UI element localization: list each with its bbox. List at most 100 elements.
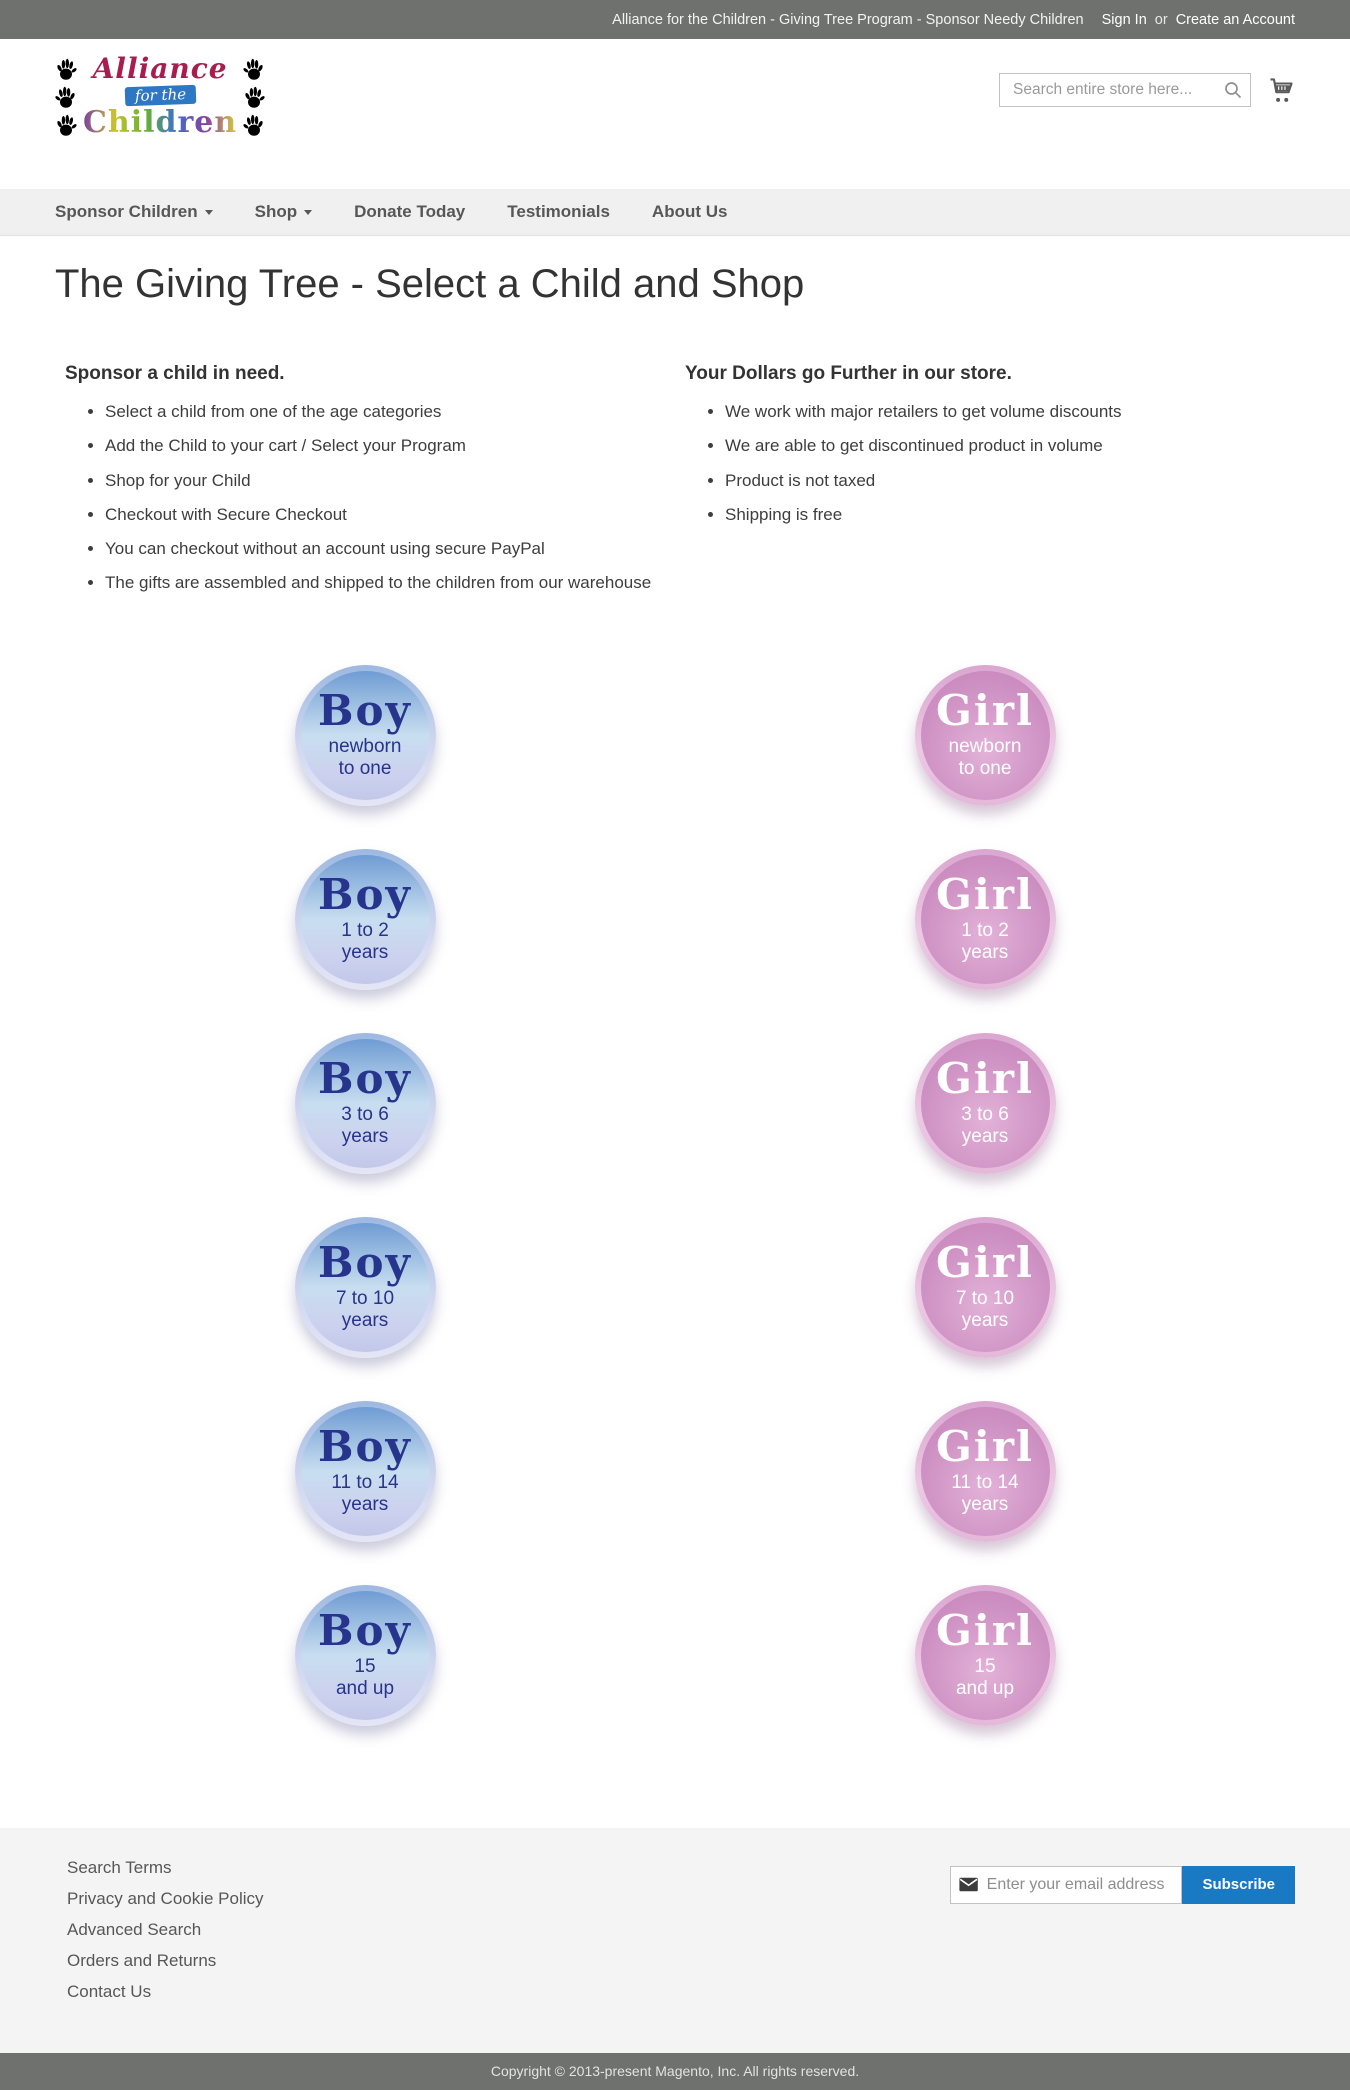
intro-left-list: Select a child from one of the age categ… [65,401,665,594]
badge-girl-3-to-6-years[interactable]: Girl 3 to 6 years [914,1032,1056,1174]
intro-right-column: Your Dollars go Further in our store. We… [675,363,1295,607]
badge-age-label: newborn to one [328,736,402,779]
subscribe-button[interactable]: Subscribe [1182,1865,1295,1904]
handprint-icon [55,113,77,137]
badge-row: Boy 15 and up Girl 15 and up [55,1584,1295,1726]
intro-right-heading: Your Dollars go Further in our store. [685,363,1012,384]
footer-link-privacy-policy[interactable]: Privacy and Cookie Policy [67,1888,264,1908]
logo-word-alliance: Alliance [92,52,228,85]
badge-word-girl: Girl [936,686,1034,736]
list-item: Shipping is free [725,504,1285,525]
footer: Search Terms Privacy and Cookie Policy A… [0,1827,1350,2053]
handprints-left [55,57,77,137]
cart-button[interactable] [1267,77,1295,104]
badge-word-boy: Boy [318,1054,412,1104]
list-item: Shop for your Child [105,470,665,491]
copyright-text: Copyright © 2013-present Magento, Inc. A… [490,2063,860,2079]
search-box [999,73,1251,107]
list-item: We work with major retailers to get volu… [725,401,1285,422]
badge-word-girl: Girl [936,1606,1034,1656]
nav-item-about-us[interactable]: About Us [651,202,728,221]
list-item: Checkout with Secure Checkout [105,504,665,525]
handprint-icon [243,113,265,137]
badge-age-label: 3 to 6 years [341,1104,389,1147]
create-account-link[interactable]: Create an Account [1175,11,1295,28]
badge-word-boy: Boy [318,1606,412,1656]
list-item: We are able to get discontinued product … [725,435,1285,456]
chevron-down-icon [304,209,313,215]
badge-age-label: 11 to 14 years [331,1472,399,1515]
cart-icon [1270,77,1293,102]
badge-row: Boy 7 to 10 years Girl 7 to 10 years [55,1216,1295,1358]
badge-boy-7-to-10-years[interactable]: Boy 7 to 10 years [294,1216,436,1358]
main-content: The Giving Tree - Select a Child and Sho… [35,262,1315,1726]
page-title: The Giving Tree - Select a Child and Sho… [55,262,805,306]
handprint-icon [243,57,265,81]
logo[interactable]: Alliance for the Children [55,55,265,138]
badge-word-boy: Boy [318,1238,412,1288]
search-button[interactable] [1219,77,1247,103]
badge-word-girl: Girl [936,1422,1034,1472]
logo-word-children: Children [83,105,238,140]
chevron-down-icon [204,209,213,215]
list-item: Select a child from one of the age categ… [105,401,665,422]
top-bar: Alliance for the Children - Giving Tree … [0,0,1350,39]
badge-age-label: 7 to 10 years [335,1288,395,1331]
intro-section: Sponsor a child in need. Select a child … [55,363,1295,607]
newsletter-signup: Subscribe [950,1865,1295,1904]
store-message: Alliance for the Children - Giving Tree … [612,11,1084,28]
list-item: Add the Child to your cart / Select your… [105,435,665,456]
intro-left-column: Sponsor a child in need. Select a child … [55,363,675,607]
nav-item-shop[interactable]: Shop [255,202,313,222]
footer-links: Search Terms Privacy and Cookie Policy A… [55,1858,264,2013]
search-icon [1225,82,1242,99]
list-item: You can checkout without an account usin… [105,538,665,559]
badge-boy-15-and-up[interactable]: Boy 15 and up [294,1584,436,1726]
badge-boy-11-to-14-years[interactable]: Boy 11 to 14 years [294,1400,436,1542]
badge-girl-7-to-10-years[interactable]: Girl 7 to 10 years [914,1216,1056,1358]
nav-item-testimonials[interactable]: Testimonials [507,202,610,221]
handprint-icon [55,85,77,109]
badge-word-boy: Boy [318,870,412,920]
newsletter-input-wrap [950,1865,1183,1904]
footer-link-contact-us[interactable]: Contact Us [67,1981,152,2001]
badge-age-label: newborn to one [948,736,1022,779]
footer-link-search-terms[interactable]: Search Terms [67,1857,172,1877]
footer-link-orders-returns[interactable]: Orders and Returns [67,1950,217,1970]
badge-boy-1-to-2-years[interactable]: Boy 1 to 2 years [294,848,436,990]
badge-word-boy: Boy [318,686,412,736]
badge-age-label: 15 and up [335,1656,395,1699]
badge-girl-newborn-to-one[interactable]: Girl newborn to one [914,664,1056,806]
badge-age-label: 7 to 10 years [955,1288,1015,1331]
list-item: Product is not taxed [725,470,1285,491]
newsletter-email-input[interactable] [986,1875,1174,1894]
envelope-icon [959,1877,979,1892]
badge-girl-15-and-up[interactable]: Girl 15 and up [914,1584,1056,1726]
age-category-grid: Boy newborn to one Girl newborn to one [55,664,1295,1726]
list-item: The gifts are assembled and shipped to t… [105,572,665,593]
badge-boy-3-to-6-years[interactable]: Boy 3 to 6 years [294,1032,436,1174]
logo-word-for-the: for the [124,84,196,107]
badge-age-label: 15 and up [955,1656,1015,1699]
badge-row: Boy 1 to 2 years Girl 1 to 2 years [55,848,1295,990]
badge-age-label: 1 to 2 years [961,920,1009,963]
badge-row: Boy 3 to 6 years Girl 3 to 6 years [55,1032,1295,1174]
intro-right-list: We work with major retailers to get volu… [685,401,1285,525]
badge-word-girl: Girl [936,1238,1034,1288]
copyright-bar: Copyright © 2013-present Magento, Inc. A… [0,2052,1350,2090]
badge-age-label: 3 to 6 years [961,1104,1009,1147]
handprint-icon [55,57,77,81]
badge-girl-1-to-2-years[interactable]: Girl 1 to 2 years [914,848,1056,990]
footer-link-advanced-search[interactable]: Advanced Search [67,1919,202,1939]
or-text: or [1154,11,1168,28]
search-input[interactable] [999,73,1251,107]
nav-item-donate-today[interactable]: Donate Today [354,202,466,221]
main-nav: Sponsor Children Shop Donate Today Testi… [0,189,1350,236]
header: Alliance for the Children [0,39,1350,189]
sign-in-link[interactable]: Sign In [1101,11,1147,28]
badge-boy-newborn-to-one[interactable]: Boy newborn to one [294,664,436,806]
badge-age-label: 1 to 2 years [341,920,389,963]
handprint-icon [243,85,265,109]
nav-item-sponsor-children[interactable]: Sponsor Children [55,202,213,222]
badge-girl-11-to-14-years[interactable]: Girl 11 to 14 years [914,1400,1056,1542]
